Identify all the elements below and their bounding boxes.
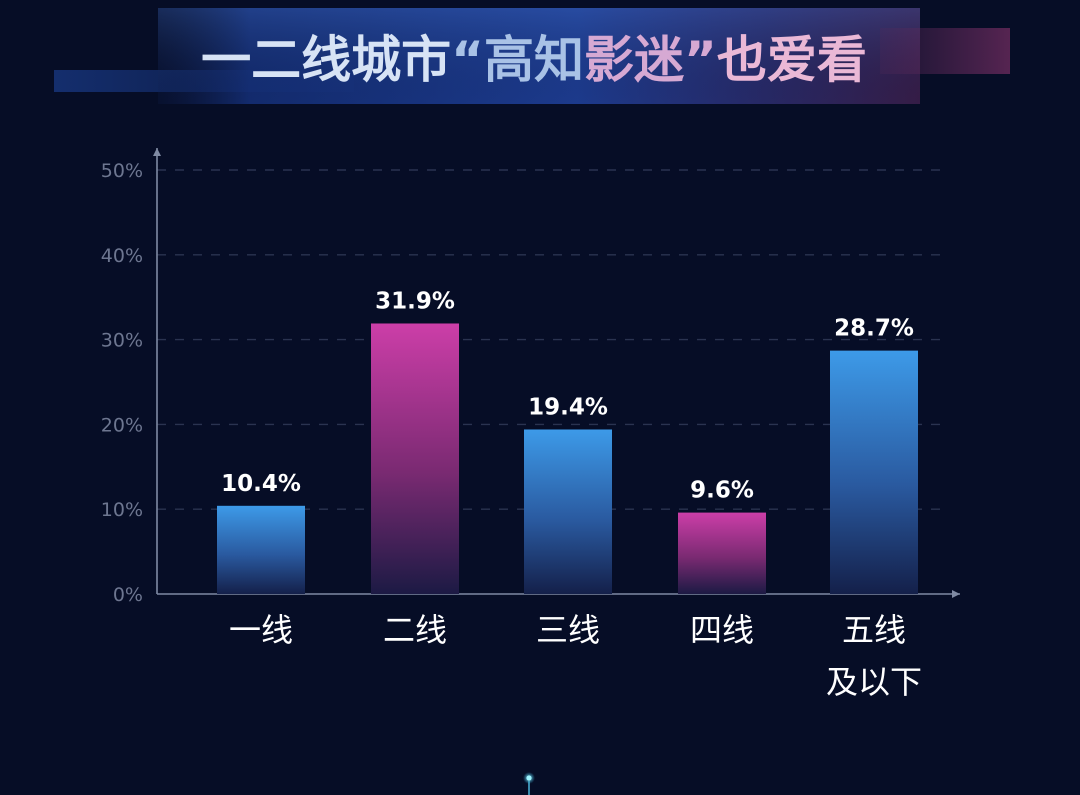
x-category-label: 二线 [383,611,447,649]
bar-value-label: 31.9% [375,288,455,314]
bar-1 [217,505,305,594]
bar-value-label: 9.6% [690,478,754,504]
y-tick-label: 50% [101,160,143,182]
bar-5 [830,350,918,594]
bars [217,323,918,594]
bar-3 [524,429,612,594]
x-category-label: 五线及以下 [826,611,922,701]
bar-2 [371,323,459,594]
title-banner [54,8,1010,104]
x-axis-arrow [952,590,960,598]
bottom-marker [523,772,535,795]
x-category-label-line: 三线 [536,611,600,649]
labels: 0% 10% 20% 30% 40% 50% 10.4% 一线 31.9% 二线 19.4% 三线 9.… [101,160,922,701]
grid-lines [157,169,940,510]
x-category-label: 四线 [690,611,754,649]
x-category-label-line: 四线 [690,611,754,649]
x-category-label-line: 二线 [383,611,447,649]
y-tick-label: 30% [101,330,143,352]
y-tick-label: 10% [101,499,143,521]
bar-value-label: 19.4% [528,394,608,420]
chart-title-part: 影迷” [584,31,717,89]
y-axis-arrow [153,148,161,156]
title-banner-glow [158,8,920,104]
chart-title-part: 也爱看 [717,31,867,89]
x-category-label-line: 及以下 [826,663,922,701]
y-tick-label: 40% [101,245,143,267]
x-category-label-line: 五线 [842,611,906,649]
x-category-label: 三线 [536,611,600,649]
bar-value-label: 28.7% [834,316,914,342]
chart-title-part: “高知 [451,31,584,89]
bar-value-label: 10.4% [221,471,301,497]
x-category-label-line: 一线 [229,611,293,649]
marker-dot [526,775,532,781]
title-banner-right-band [880,28,1010,74]
chart-title-part: 一二线城市 [201,31,451,89]
x-category-label: 一线 [229,611,293,649]
chart-title: 一二线城市“高知影迷”也爱看 [201,31,867,89]
y-tick-label: 0% [113,584,143,606]
bar-4 [678,512,766,594]
y-tick-label: 20% [101,414,143,436]
